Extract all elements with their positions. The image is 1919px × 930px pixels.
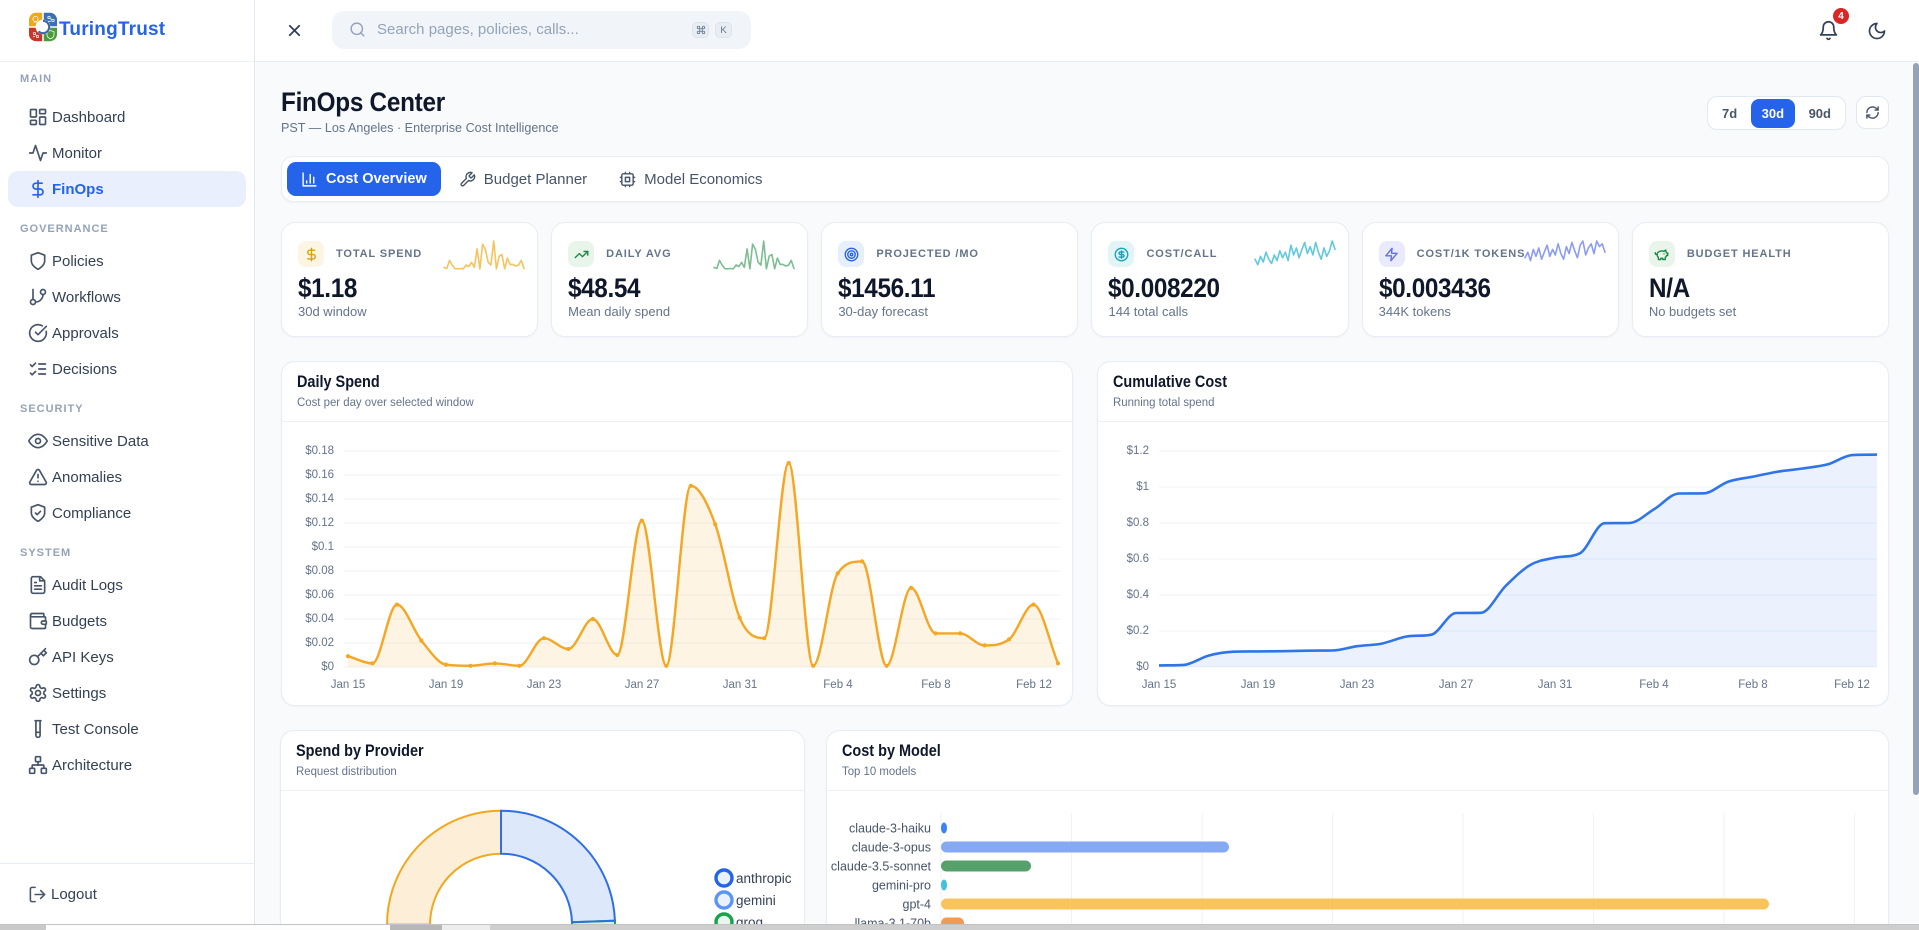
svg-text:$0.02: $0.02: [305, 637, 334, 649]
svg-text:Jan 15: Jan 15: [331, 679, 366, 691]
svg-text:Feb 12: Feb 12: [1016, 679, 1052, 691]
svg-text:Jan 23: Jan 23: [1340, 679, 1375, 691]
svg-text:anthropic: anthropic: [736, 871, 792, 886]
svg-text:Jan 15: Jan 15: [1142, 679, 1177, 691]
svg-text:gemini: gemini: [736, 893, 776, 908]
svg-text:$0.14: $0.14: [305, 493, 334, 505]
svg-text:claude-3-haiku: claude-3-haiku: [849, 822, 931, 836]
svg-text:Jan 19: Jan 19: [429, 679, 464, 691]
svg-text:$1: $1: [1136, 481, 1149, 493]
svg-text:claude-3.5-sonnet: claude-3.5-sonnet: [831, 860, 932, 874]
svg-text:$1.2: $1.2: [1127, 445, 1149, 457]
svg-text:$0.12: $0.12: [305, 517, 334, 529]
svg-text:$0.4: $0.4: [1127, 589, 1150, 601]
svg-text:$0.1: $0.1: [312, 541, 334, 553]
svg-text:Feb 4: Feb 4: [1639, 679, 1669, 691]
svg-text:$0.6: $0.6: [1127, 553, 1149, 565]
svg-text:Feb 12: Feb 12: [1834, 679, 1870, 691]
svg-text:Jan 27: Jan 27: [625, 679, 660, 691]
svg-text:Feb 8: Feb 8: [1738, 679, 1767, 691]
svg-text:Jan 31: Jan 31: [723, 679, 758, 691]
svg-text:Jan 31: Jan 31: [1538, 679, 1573, 691]
svg-text:claude-3-opus: claude-3-opus: [852, 841, 931, 855]
svg-text:gpt-4: gpt-4: [903, 898, 932, 912]
svg-text:$0.06: $0.06: [305, 589, 334, 601]
svg-text:$0.08: $0.08: [305, 565, 334, 577]
svg-text:$0: $0: [321, 661, 334, 673]
svg-text:$0.16: $0.16: [305, 469, 334, 481]
svg-text:$0.04: $0.04: [305, 613, 334, 625]
svg-text:Feb 4: Feb 4: [823, 679, 853, 691]
svg-text:$0: $0: [1136, 661, 1149, 673]
svg-text:Jan 19: Jan 19: [1241, 679, 1276, 691]
svg-text:Jan 23: Jan 23: [527, 679, 562, 691]
svg-text:Jan 27: Jan 27: [1439, 679, 1474, 691]
svg-text:Feb 8: Feb 8: [921, 679, 950, 691]
svg-text:$0.18: $0.18: [305, 445, 334, 457]
svg-text:$0.2: $0.2: [1127, 625, 1149, 637]
svg-text:$0.8: $0.8: [1127, 517, 1149, 529]
svg-text:gemini-pro: gemini-pro: [872, 879, 931, 893]
